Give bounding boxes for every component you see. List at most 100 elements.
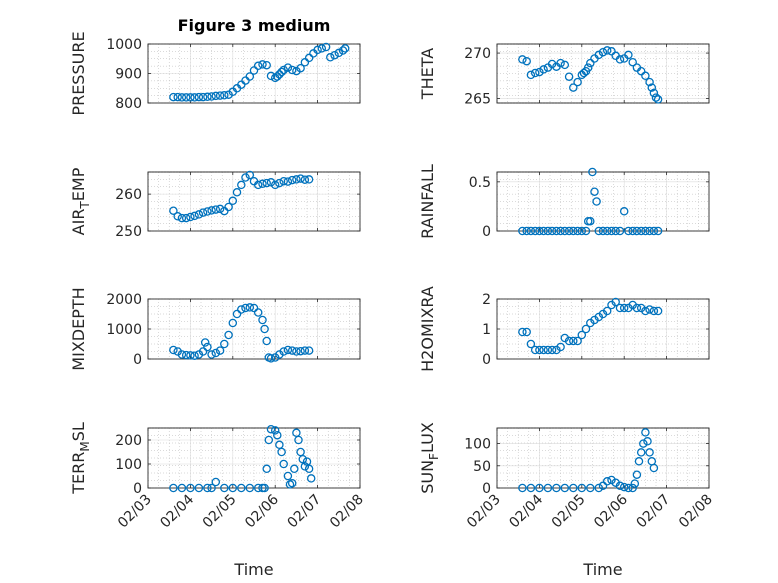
data-point [573,77,582,87]
data-point [262,464,271,474]
data-point [530,345,540,355]
y-tick-label: 100 [115,457,142,473]
data-point [586,216,595,226]
data-point [220,339,229,349]
y-tick-label: 2000 [106,292,142,308]
data-point [260,324,269,334]
data-point [224,90,233,99]
data-point [266,71,276,81]
y-axis-label: TERRMSL [69,422,92,495]
data-point [573,226,582,236]
data-point [279,65,288,75]
data-point [232,188,242,197]
data-point [639,439,648,448]
data-point [598,481,608,491]
data-point [535,345,544,355]
y-axis-label: THETA [418,48,437,100]
data-point [194,483,204,493]
data-point [211,348,221,358]
data-point [518,483,527,493]
data-point [313,45,322,55]
data-point [619,303,629,313]
data-point [203,342,212,352]
data-point [283,177,293,186]
data-point [594,226,604,236]
y-tick-label: 0 [482,352,491,368]
data-point [547,345,557,355]
data-point [560,226,570,236]
data-point [321,42,331,52]
data-point [300,462,310,471]
data-point [273,430,282,440]
data-point [632,226,642,236]
y-tick-label: 900 [115,67,142,83]
y-tick-label: 265 [464,91,491,107]
data-point [228,483,238,493]
data-point [535,67,544,77]
data-point [237,180,246,190]
data-point [602,306,612,316]
x-tick-label: 02/04 [506,491,546,531]
data-point [207,350,216,359]
data-point [169,206,178,215]
x-axis-label: Time [233,560,273,579]
data-point [564,336,574,346]
data-point [564,226,574,236]
data-point [207,206,216,215]
data-point [594,483,604,493]
data-point [615,481,625,491]
data-point [215,91,225,100]
data-point [300,58,310,67]
data-point [207,483,216,493]
data-point [294,435,303,445]
data-point [283,471,293,481]
data-point [526,70,536,80]
data-point [283,345,293,355]
data-point [619,207,629,216]
data-point [300,346,310,355]
y-tick-label: 0.5 [469,175,491,191]
grid [496,427,710,489]
data-point [296,63,305,73]
data-point [653,95,663,104]
data-point [569,336,578,346]
data-point [304,464,314,474]
data-point [518,327,527,337]
data-point [215,346,225,355]
data-point [624,50,633,60]
data-point [518,55,527,64]
data-point [173,92,182,102]
data-point [611,226,620,236]
data-point [556,226,565,236]
subplot-8: 0 50 100 02/03 02/04 02/05 02/06 02/07 02/08 Time… [418,422,716,579]
x-tick-label: 02/08 [327,492,367,532]
data-point [245,483,255,493]
data-point [611,297,620,307]
y-tick-label: 2 [482,292,491,308]
subplot-1: 800 900 1000 PRESSURE Figure 3 medium [69,16,361,116]
data-point [552,483,561,493]
data-point [283,63,293,72]
data-point [220,483,229,493]
data-point [569,483,578,493]
data-point [564,72,574,81]
data-point [264,435,274,445]
x-tick-label: 02/07 [285,492,325,532]
data-point [249,66,259,75]
data-point [200,338,210,347]
data-point [560,60,570,70]
data-point [583,63,593,72]
data-point [211,205,221,214]
data-point [277,67,286,77]
data-point [177,93,187,102]
data-point [241,173,250,182]
data-point [211,91,221,101]
y-axis-label: PRESSURE [69,31,88,115]
data-point [588,167,597,177]
data-point [224,330,233,340]
data-point [647,83,657,92]
data-point [253,308,263,317]
data-point [628,57,637,67]
data-point [198,347,208,356]
